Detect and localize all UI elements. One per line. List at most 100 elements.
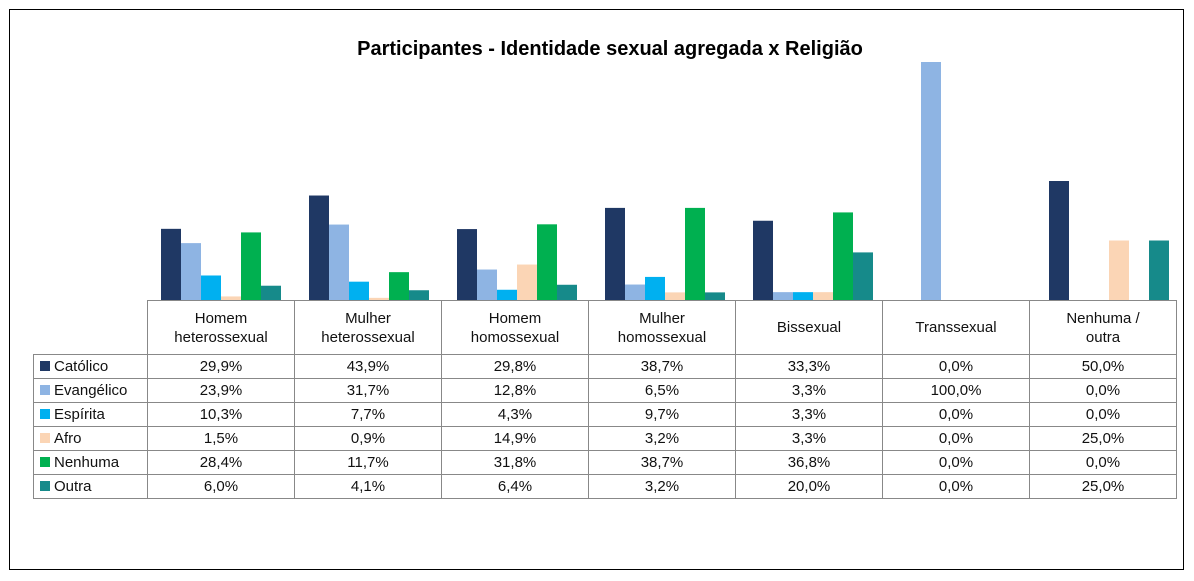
value-label: 25,0% [1029,426,1177,451]
bar [309,195,329,300]
bar [1049,181,1069,300]
legend-label: Católico [54,358,109,375]
bar [389,272,409,300]
bar [813,292,833,300]
bar [349,281,369,300]
value-label: 0,0% [882,402,1030,427]
legend-label: Nenhuma [54,454,120,471]
value-label: 28,4% [147,450,295,475]
legend-swatch [40,361,50,371]
value-label: 0,9% [294,426,442,451]
bar [753,220,773,300]
category-label: Homem heterossexual [147,300,295,355]
legend-swatch [40,433,50,443]
legend-label: Afro [54,430,82,447]
legend-swatch [40,385,50,395]
bar [921,62,941,300]
data-row: Nenhuma 28,4% 11,7% 31,8% 38,7% 36,8% 0,0% 0,0% [33,450,1177,475]
legend-entry: Afro [33,426,148,451]
bar [537,224,557,300]
legend-label: Evangélico [54,382,128,399]
value-label: 12,8% [441,378,589,403]
value-label: 3,3% [735,426,883,451]
value-label: 0,0% [882,426,1030,451]
value-label: 11,7% [294,450,442,475]
value-label: 6,5% [588,378,736,403]
category-label: Mulher heterossexual [294,300,442,355]
value-label: 3,2% [588,426,736,451]
value-label: 0,0% [1029,402,1177,427]
bar [833,212,853,300]
data-row: Espírita 10,3% 7,7% 4,3% 9,7% 3,3% 0,0% 0,0% [33,402,1177,427]
legend-swatch [40,457,50,467]
bar [517,264,537,300]
bar [477,269,497,300]
bar [181,243,201,300]
value-label: 50,0% [1029,354,1177,379]
value-label: 31,7% [294,378,442,403]
value-label: 9,7% [588,402,736,427]
bar [685,207,705,300]
data-row: Outra 6,0% 4,1% 6,4% 3,2% 20,0% 0,0% 25,0% [33,474,1177,499]
legend-swatch [40,409,50,419]
bar [853,252,873,300]
value-label: 38,7% [588,354,736,379]
value-label: 4,1% [294,474,442,499]
legend-entry: Evangélico [33,378,148,403]
bar [409,290,429,300]
value-label: 38,7% [588,450,736,475]
bar [1109,240,1129,300]
value-label: 3,2% [588,474,736,499]
value-label: 0,0% [1029,450,1177,475]
bar [665,292,685,300]
value-label: 0,0% [882,450,1030,475]
bar [625,284,645,300]
value-label: 6,0% [147,474,295,499]
chart-frame [9,9,1184,570]
header-row: Homem heterossexual Mulher heterossexual H… [33,300,1177,355]
bar [201,275,221,300]
bar [705,292,725,300]
value-label: 25,0% [1029,474,1177,499]
data-row: Afro 1,5% 0,9% 14,9% 3,2% 3,3% 0,0% 25,0% [33,426,1177,451]
bar [161,228,181,300]
bar [645,276,665,300]
category-label: Nenhuma / outra [1029,300,1177,355]
value-label: 43,9% [294,354,442,379]
bar [221,296,241,300]
category-label: Mulher homossexual [588,300,736,355]
bar [1149,240,1169,300]
value-label: 0,0% [882,354,1030,379]
bar [329,224,349,300]
legend-entry: Espírita [33,402,148,427]
value-label: 100,0% [882,378,1030,403]
value-label: 10,3% [147,402,295,427]
bar [773,292,793,300]
bar [261,285,281,300]
value-label: 31,8% [441,450,589,475]
value-label: 29,8% [441,354,589,379]
bar [605,207,625,300]
value-label: 3,3% [735,378,883,403]
legend-label: Outra [54,478,92,495]
legend-entry: Católico [33,354,148,379]
legend-label: Espírita [54,406,105,423]
value-label: 14,9% [441,426,589,451]
value-label: 33,3% [735,354,883,379]
corner [33,300,148,355]
value-label: 23,9% [147,378,295,403]
value-label: 0,0% [1029,378,1177,403]
value-label: 3,3% [735,402,883,427]
bar [369,297,389,300]
data-row: Evangélico 23,9% 31,7% 12,8% 6,5% 3,3% 100,0% 0… [33,378,1177,403]
value-label: 29,9% [147,354,295,379]
chart-title: Participantes - Identidade sexual agrega… [357,38,863,60]
value-label: 0,0% [882,474,1030,499]
value-label: 20,0% [735,474,883,499]
value-label: 6,4% [441,474,589,499]
data-table: Homem heterossexual Mulher heterossexual H… [33,300,1177,499]
legend-entry: Outra [33,474,148,499]
data-row: Católico 29,9% 43,9% 29,8% 38,7% 33,3% 0,0% 50,… [33,354,1177,379]
